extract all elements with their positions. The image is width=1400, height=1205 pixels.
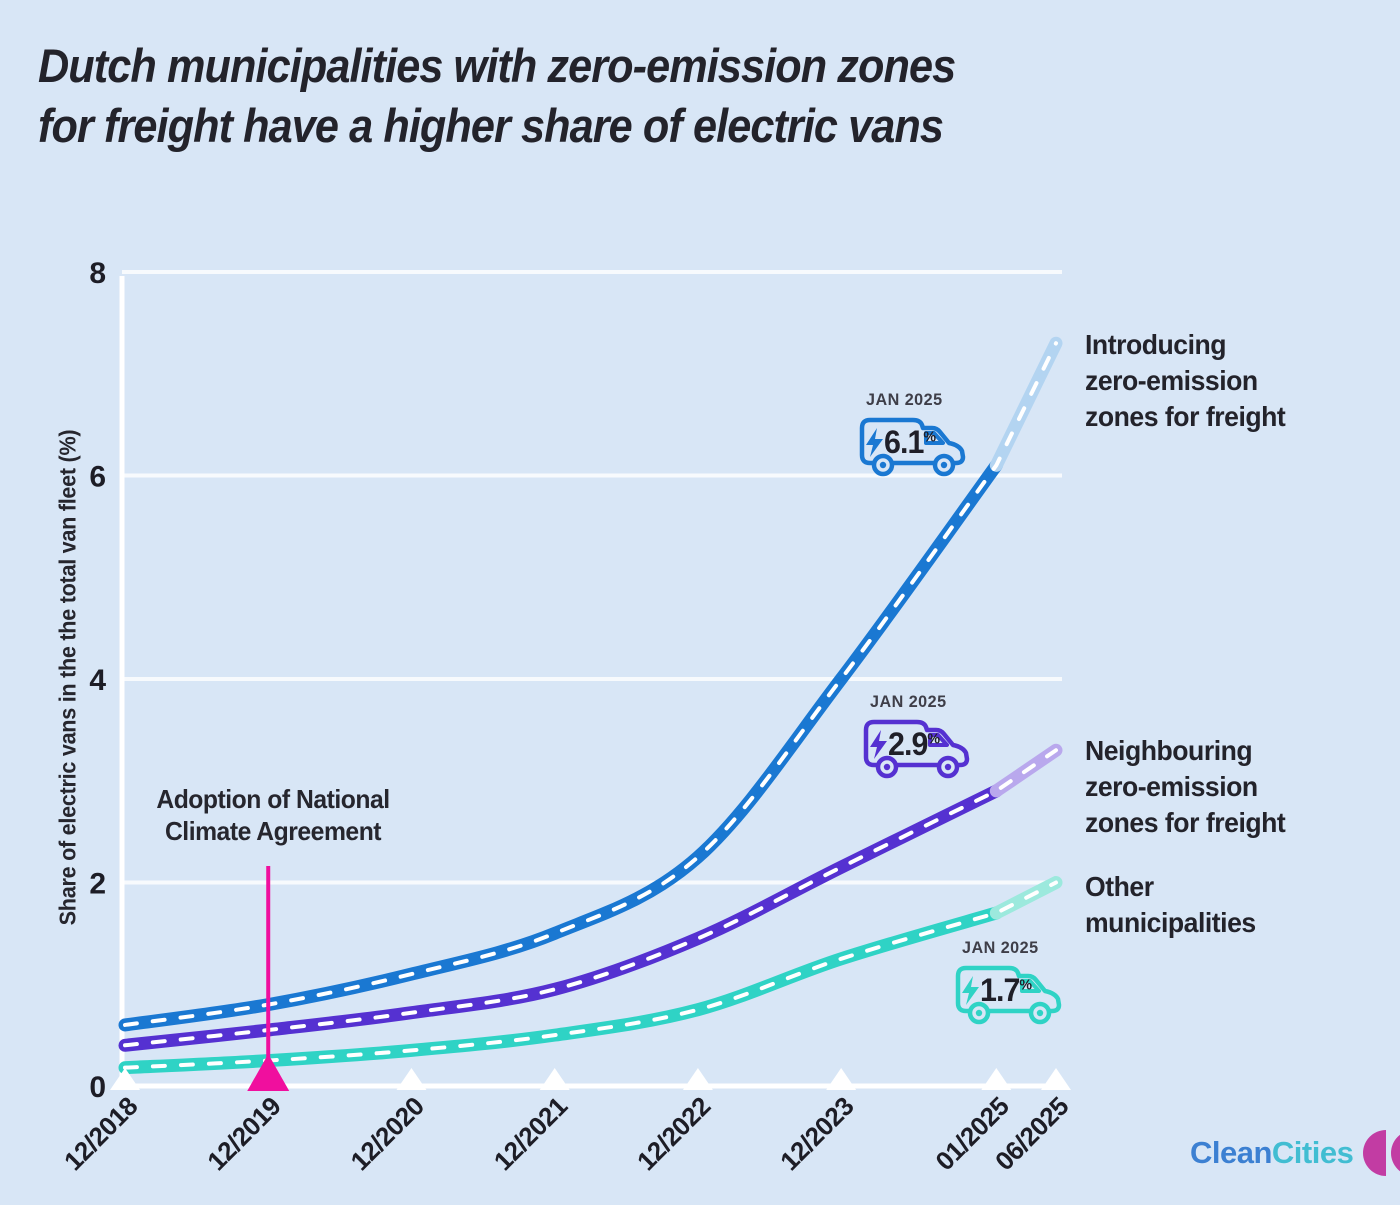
y-tick-label: 6 [89,461,106,494]
x-tick-label: 12/2022 [631,1091,716,1176]
badge-date-label: JAN 2025 [962,938,1039,957]
title-line-2: for freight have a higher share of elect… [38,99,944,152]
lightning-bolt-icon [962,976,979,1005]
series-dash-overlay-0 [123,341,1058,1027]
x-tick-label: 12/2021 [488,1091,573,1176]
badge-value: 6.1% [884,424,936,460]
logo-mark-icon [1363,1130,1400,1176]
x-tick-triangle [539,1068,570,1090]
y-tick-label: 4 [89,664,106,697]
electric-van-icon: 6.1% [854,412,972,478]
clean-cities-logo: CleanCities [1190,1130,1400,1176]
legend-neighbouring: Neighbouring zero-emission zones for fre… [1085,735,1286,838]
page-title: Dutch municipalities with zero-emission … [38,36,956,156]
electric-van-icon: 2.9% [858,714,976,780]
badge-date-label: JAN 2025 [870,692,947,711]
y-tick-label: 8 [89,257,106,290]
x-tick-triangle [981,1068,1012,1090]
y-tick-label: 0 [89,1071,106,1104]
x-tick-label: 12/2019 [201,1091,286,1176]
x-tick-triangle [826,1068,857,1090]
legend-introducing: Introducing zero-emission zones for frei… [1085,329,1286,432]
annotation-line-2: Climate Agreement [164,816,382,846]
badge-value: 1.7% [980,972,1032,1008]
lightning-bolt-icon [866,428,883,457]
x-tick-label: 12/2020 [345,1091,430,1176]
x-tick-triangle [110,1068,140,1090]
badge-other: JAN 2025 1.7% [950,938,1080,1026]
annotation-text: Adoption of National Climate Agreement [137,783,409,847]
annotation-line-1: Adoption of National [156,784,390,814]
logo-text: CleanCities [1190,1135,1354,1170]
badge-date-label: JAN 2025 [866,390,943,409]
x-tick-triangle [396,1068,427,1090]
annotation-triangle [247,1054,290,1091]
lightning-bolt-icon [870,730,887,759]
badge-introducing: JAN 2025 6.1% [854,390,984,478]
y-tick-label: 2 [89,868,106,901]
x-tick-triangle [1041,1068,1071,1090]
title-line-1: Dutch municipalities with zero-emission … [38,39,956,92]
legend-other: Other municipalities [1085,871,1256,938]
x-tick-label: 12/2023 [774,1091,859,1176]
electric-van-icon: 1.7% [950,960,1068,1026]
x-tick-triangle [682,1068,713,1090]
badge-value: 2.9% [888,726,940,762]
badge-neighbouring: JAN 2025 2.9% [858,692,988,780]
